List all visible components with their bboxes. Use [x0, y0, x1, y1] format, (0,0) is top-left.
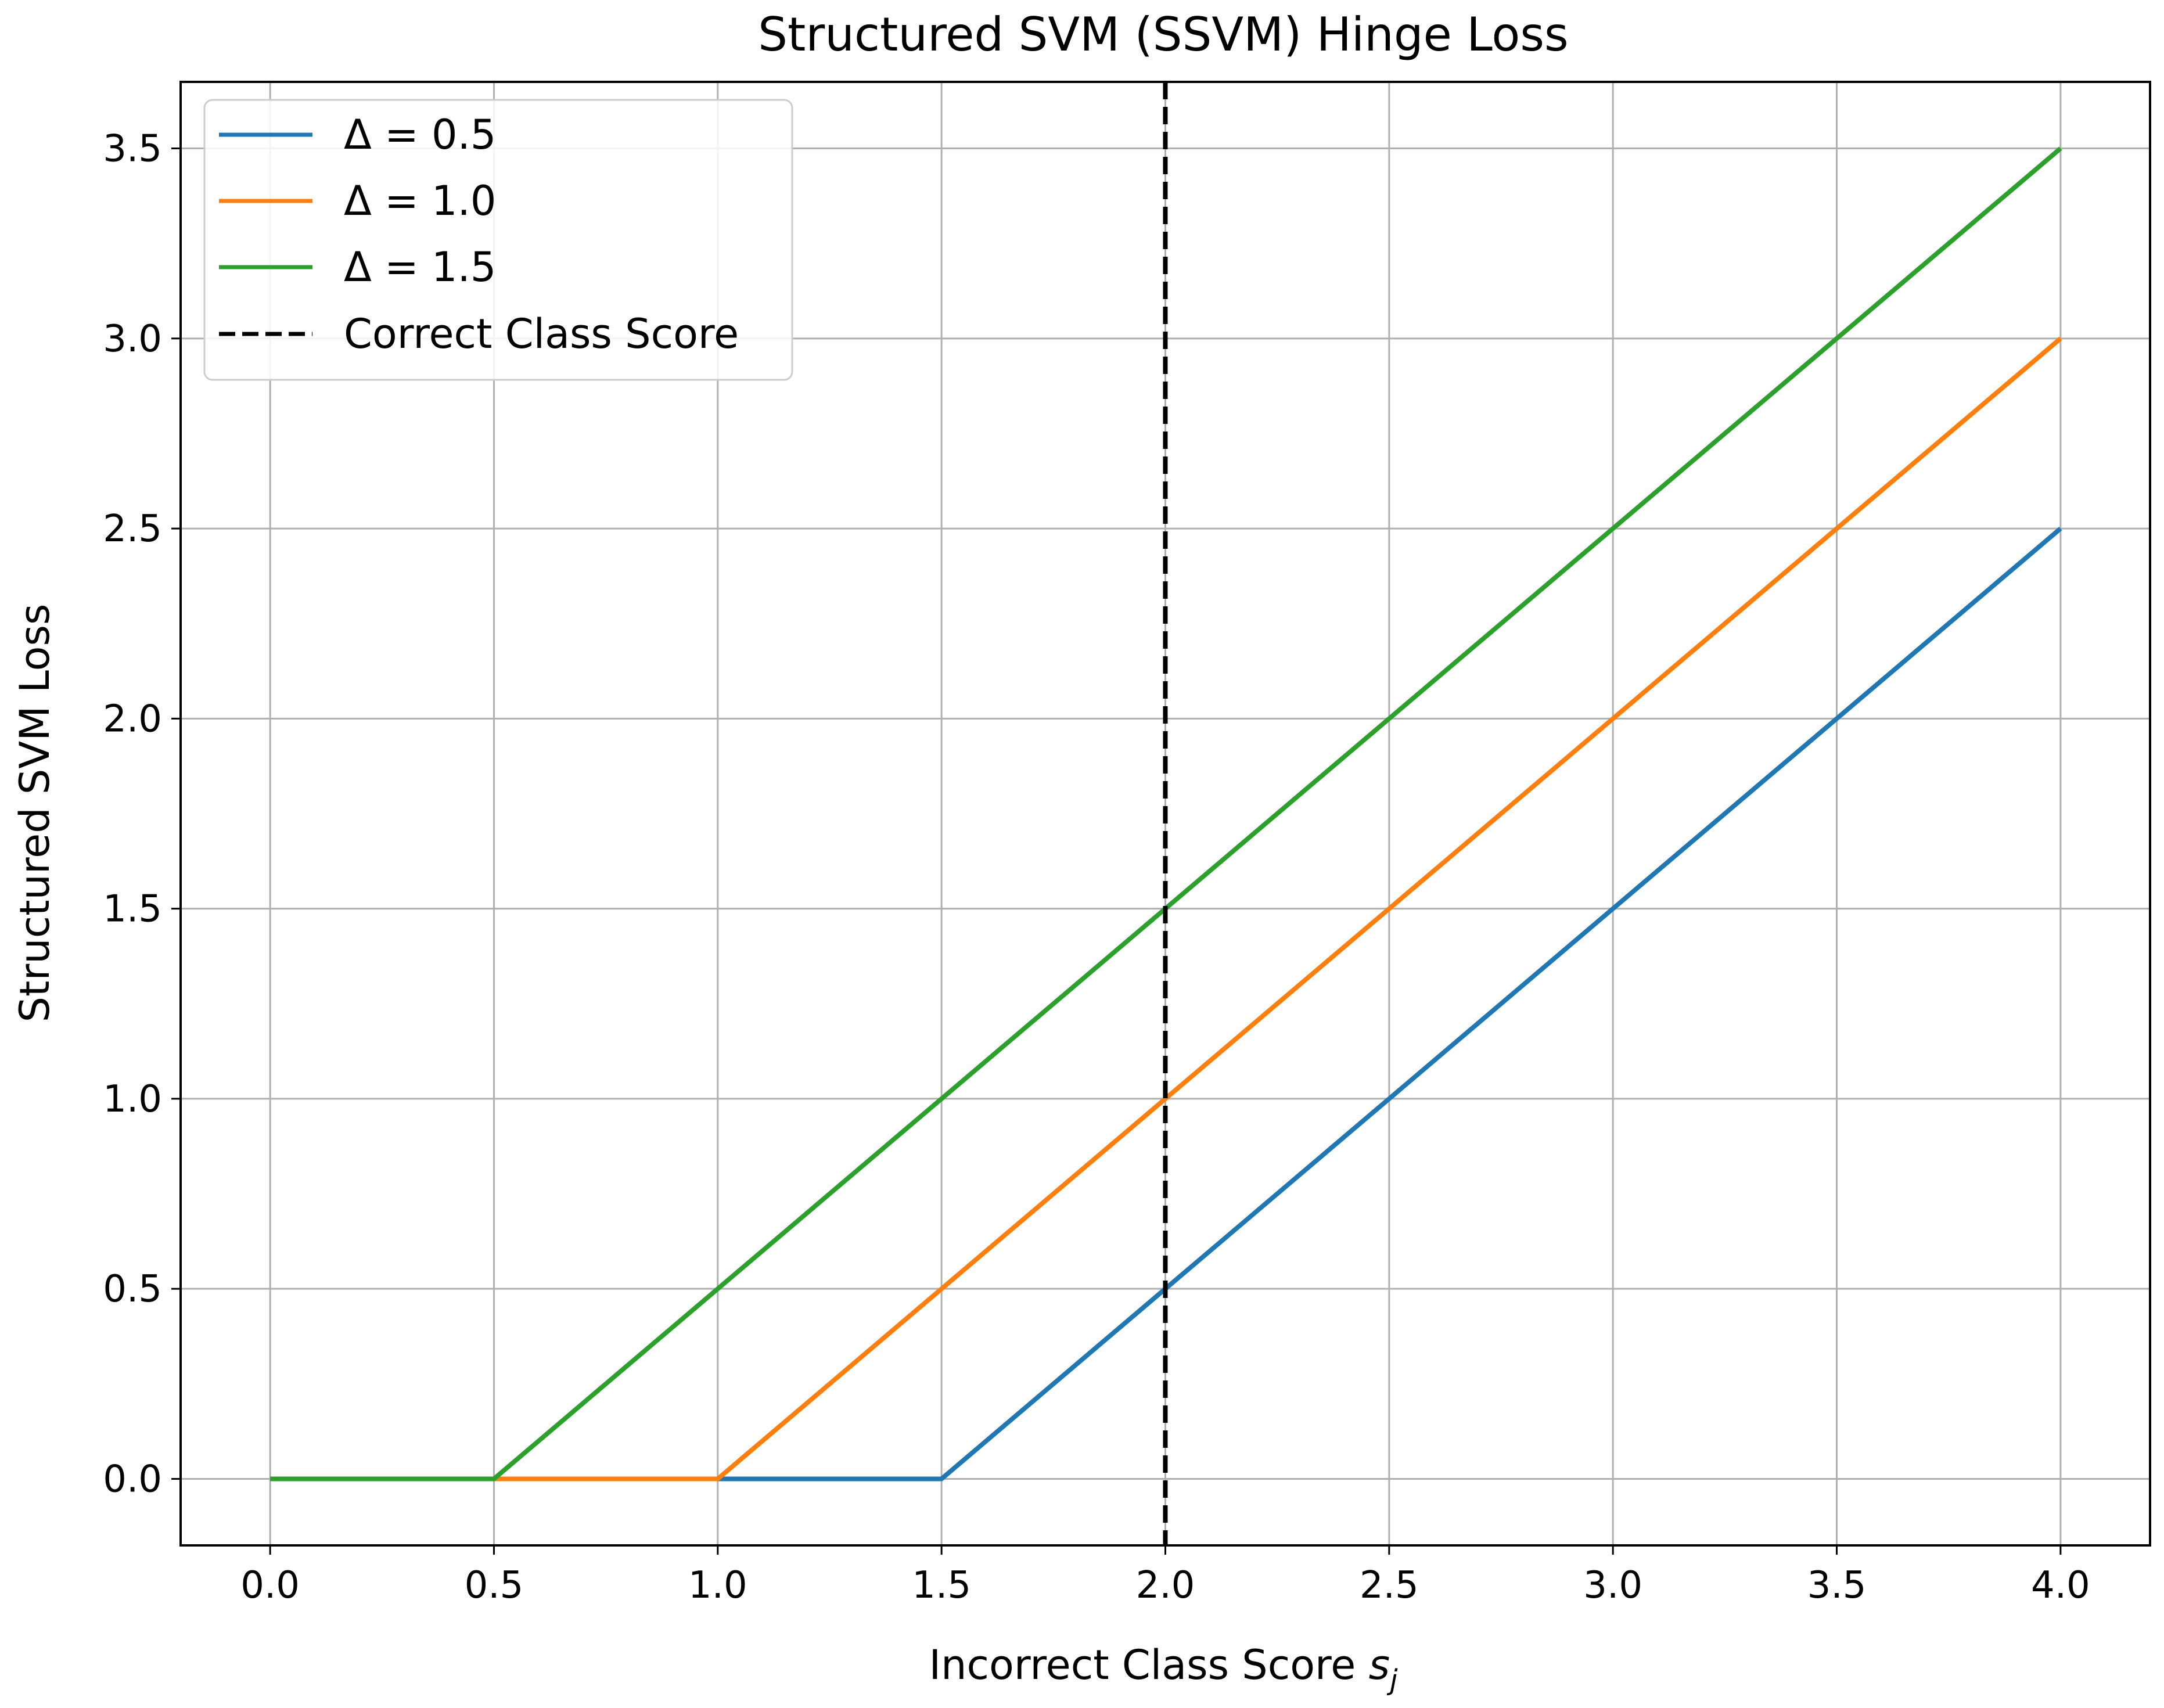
x-tick-label-2: 2.0 — [1136, 1564, 1195, 1607]
x-tick-label-0-5: 0.5 — [465, 1564, 524, 1607]
x-tick-label-3-5: 3.5 — [1807, 1564, 1867, 1607]
x-axis-label: Incorrect Class Score sj — [929, 1641, 1399, 1696]
y-tick-label-2-5: 2.5 — [103, 508, 162, 551]
legend: Δ = 0.5 Δ = 1.0 Δ = 1.5 Correct Class Sc… — [203, 99, 793, 381]
y-tick-label-3-5: 3.5 — [103, 128, 162, 171]
y-tick-label-1: 1.0 — [103, 1078, 162, 1121]
x-axis: 0.0 0.5 1.0 1.5 2.0 2.5 3.0 3.5 4.0 — [240, 1545, 2090, 1607]
legend-label-delta-0-5: Δ = 0.5 — [344, 111, 496, 159]
legend-label-delta-1-0: Δ = 1.0 — [344, 177, 496, 225]
legend-box — [203, 99, 793, 381]
chart-title: Structured SVM (SSVM) Hinge Loss — [758, 8, 1568, 62]
x-tick-label-1: 1.0 — [688, 1564, 747, 1607]
y-axis-label: Structured SVM Loss — [11, 604, 59, 1023]
x-tick-label-0: 0.0 — [240, 1564, 300, 1607]
x-tick-label-2-5: 2.5 — [1360, 1564, 1419, 1607]
legend-label-correct-class-score: Correct Class Score — [344, 310, 739, 358]
x-tick-label-1-5: 1.5 — [912, 1564, 971, 1607]
x-tick-label-3: 3.0 — [1583, 1564, 1642, 1607]
y-tick-label-2: 2.0 — [103, 697, 162, 740]
y-tick-label-1-5: 1.5 — [103, 888, 162, 931]
y-tick-label-3: 3.0 — [103, 318, 162, 361]
y-tick-label-0-5: 0.5 — [103, 1268, 162, 1311]
series-line-delta-1-0 — [270, 336, 2062, 1482]
legend-label-delta-1-5: Δ = 1.5 — [344, 243, 496, 291]
y-tick-label-0: 0.0 — [103, 1458, 162, 1501]
x-tick-label-4: 4.0 — [2031, 1564, 2090, 1607]
y-axis: 0.0 0.5 1.0 1.5 2.0 2.5 3.0 3.5 — [103, 128, 181, 1501]
